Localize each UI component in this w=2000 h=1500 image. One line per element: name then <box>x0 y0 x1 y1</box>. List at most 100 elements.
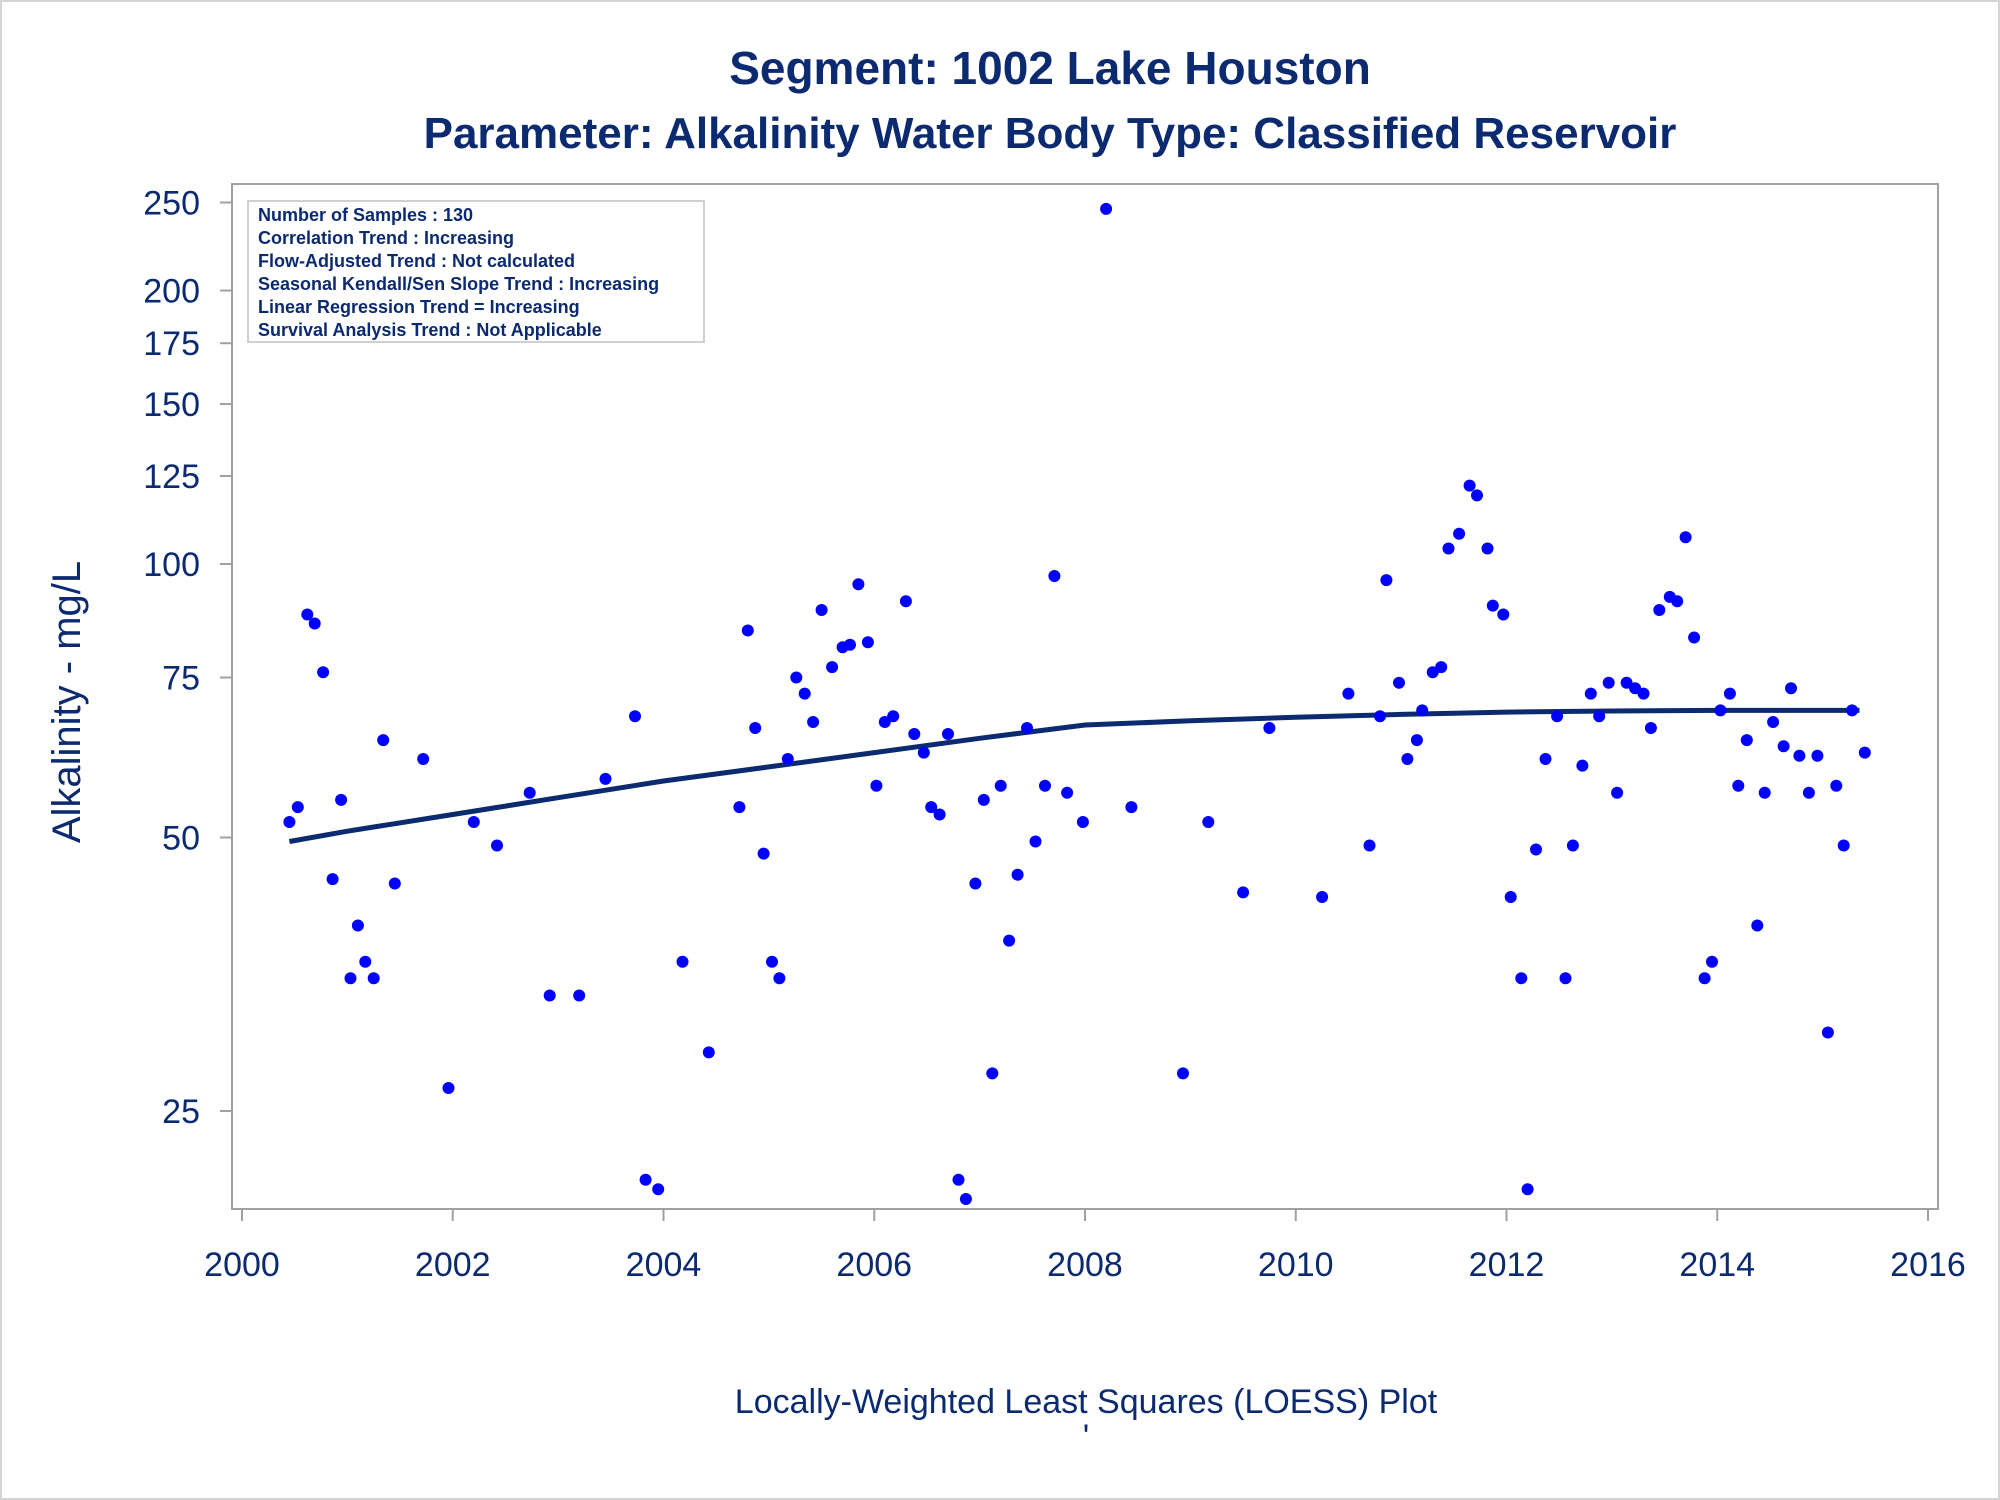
data-point <box>986 1067 999 1080</box>
data-point <box>467 816 480 828</box>
data-point <box>870 779 883 792</box>
x-tick-label: 2006 <box>836 1246 912 1284</box>
data-point <box>1100 202 1113 215</box>
data-point <box>335 793 348 806</box>
data-point <box>1551 710 1564 723</box>
data-point <box>1688 631 1701 644</box>
data-point <box>1374 710 1386 723</box>
data-point <box>1714 704 1727 717</box>
data-point <box>1593 710 1606 723</box>
x-tick-label: 2012 <box>1469 1246 1545 1284</box>
data-point <box>1723 687 1736 700</box>
data-point <box>1777 740 1790 753</box>
y-tick-label: 50 <box>162 819 200 857</box>
data-point <box>351 919 364 932</box>
data-point <box>908 728 921 740</box>
data-point <box>749 722 762 734</box>
data-point <box>326 873 339 886</box>
data-point <box>344 972 357 985</box>
y-tick-label: 25 <box>162 1093 200 1131</box>
data-point <box>1363 839 1376 852</box>
data-point <box>1811 749 1824 762</box>
data-point <box>1802 786 1815 799</box>
data-point <box>1837 839 1850 852</box>
data-point <box>308 617 321 630</box>
data-point <box>1830 779 1843 792</box>
data-point <box>523 786 536 799</box>
stats-box <box>247 200 705 343</box>
data-point <box>1380 574 1393 587</box>
footnote-mark: ' <box>1083 1418 1090 1456</box>
x-tick-label: 2000 <box>204 1246 280 1284</box>
data-point <box>1602 676 1615 689</box>
data-point <box>1497 608 1510 621</box>
data-point <box>283 816 296 828</box>
data-point <box>1653 604 1666 616</box>
y-axis: 25 50 75 100 125 150 175 200 250 <box>143 184 232 1131</box>
data-point <box>942 728 954 740</box>
data-point <box>301 608 314 621</box>
stats-line: Linear Regression Trend = Increasing <box>258 297 580 317</box>
y-tick-label: 250 <box>143 184 200 222</box>
data-point <box>377 734 390 747</box>
data-point <box>1076 816 1089 828</box>
data-point <box>1039 779 1051 792</box>
data-point <box>1125 801 1138 814</box>
data-point <box>1793 749 1806 762</box>
data-point <box>1481 542 1494 555</box>
stats-line: Correlation Trend : Increasing <box>258 228 514 248</box>
data-point <box>887 710 900 723</box>
data-point <box>573 989 586 1002</box>
data-point <box>733 801 746 814</box>
x-tick-label: 2002 <box>415 1246 491 1284</box>
data-point <box>1463 479 1476 492</box>
data-point <box>639 1173 652 1186</box>
data-point <box>1611 786 1624 799</box>
data-point <box>798 687 811 700</box>
data-point <box>1584 687 1597 700</box>
data-point <box>1566 839 1579 852</box>
stats-line: Survival Analysis Trend : Not Applicable <box>258 320 602 340</box>
data-point <box>1515 972 1528 985</box>
data-point <box>1442 542 1455 555</box>
data-point <box>1410 734 1423 747</box>
data-point <box>599 772 612 785</box>
data-point <box>1011 868 1024 881</box>
data-point <box>815 604 828 616</box>
y-tick-label: 175 <box>143 325 200 363</box>
data-point <box>1486 599 1499 612</box>
data-point <box>1559 972 1572 985</box>
data-point <box>1177 1067 1189 1080</box>
data-point <box>652 1183 665 1196</box>
y-tick-label: 200 <box>143 273 200 311</box>
data-point <box>1637 687 1650 700</box>
data-point <box>1698 972 1711 985</box>
x-axis-label: Locally-Weighted Least Squares (LOESS) P… <box>735 1383 1438 1421</box>
data-point <box>766 955 778 968</box>
data-point <box>1758 786 1771 799</box>
data-point <box>899 595 912 608</box>
data-point <box>317 666 330 679</box>
data-point <box>1021 722 1033 734</box>
data-point <box>844 638 856 651</box>
data-point <box>757 847 770 860</box>
y-axis-label: Alkalinity - mg/L <box>45 561 89 843</box>
data-point <box>1029 835 1042 848</box>
y-tick-label: 100 <box>143 546 200 584</box>
data-point <box>1342 687 1355 700</box>
data-point <box>1316 891 1329 903</box>
data-point <box>959 1193 972 1205</box>
data-point <box>629 710 641 723</box>
x-tick-label: 2014 <box>1679 1246 1755 1284</box>
data-point <box>781 753 794 765</box>
data-point <box>1048 570 1061 582</box>
data-point <box>1202 816 1215 828</box>
data-point <box>1416 704 1429 717</box>
data-point <box>826 661 839 674</box>
data-point <box>1706 955 1718 968</box>
stats-line: Number of Samples : 130 <box>258 205 473 225</box>
data-point <box>676 955 689 968</box>
data-point <box>1401 753 1414 765</box>
data-point <box>1453 527 1466 540</box>
